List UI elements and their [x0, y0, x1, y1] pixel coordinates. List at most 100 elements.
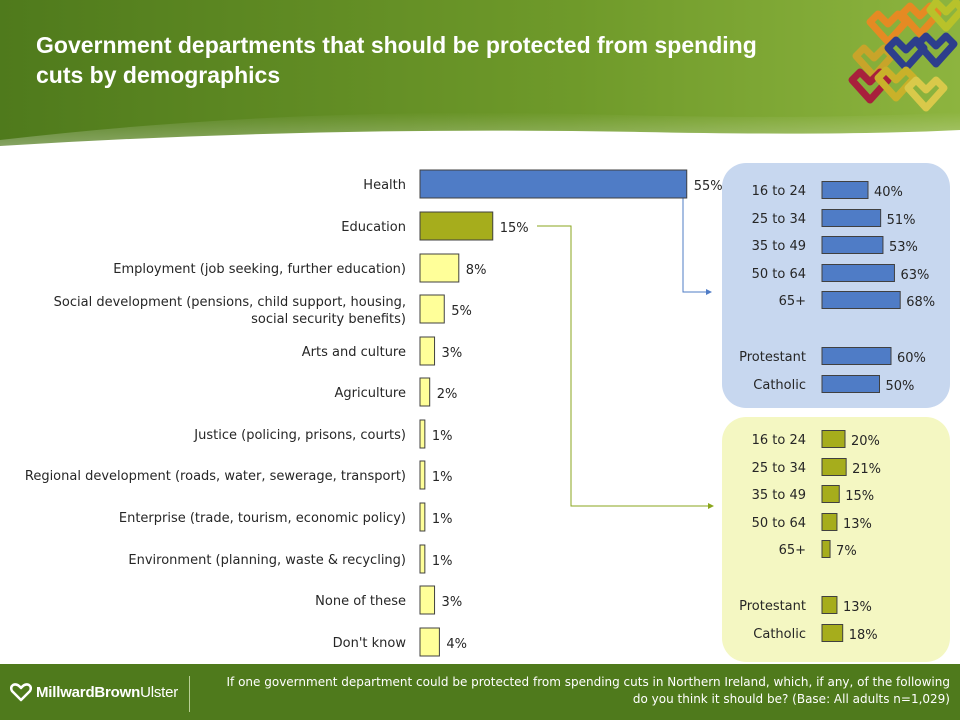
- bar-environment-planning-waste-recycling: [419, 544, 426, 574]
- health-bar-25-to-34: [821, 209, 882, 227]
- category-label-education: Education: [341, 220, 406, 235]
- education-value-35-to-49: 15%: [845, 489, 874, 504]
- health-bar-35-to-49: [821, 236, 884, 254]
- education-label-protestant: Protestant: [739, 599, 806, 614]
- value-label-regional-development-roads-water-sewerage-transport: 1%: [432, 470, 453, 485]
- category-label-agriculture: Agriculture: [335, 386, 407, 401]
- value-label-agriculture: 2%: [437, 387, 458, 402]
- health-connector-line: [682, 190, 706, 293]
- heart-navy-icon-2: [914, 32, 958, 68]
- health-bar-protestant: [821, 347, 892, 365]
- education-bar-35-to-49: [821, 485, 840, 503]
- hearts-logo: [848, 0, 960, 112]
- education-bar-catholic: [821, 624, 844, 642]
- health-label-50-to-64: 50 to 64: [752, 267, 806, 282]
- health-value-16-to-24: 40%: [874, 185, 903, 200]
- heart-yellow-icon: [904, 76, 948, 112]
- health-label-25-to-34: 25 to 34: [752, 212, 806, 227]
- bar-agriculture: [419, 377, 431, 407]
- bar-health: [419, 169, 688, 199]
- education-value-protestant: 13%: [843, 600, 872, 615]
- health-bar-16-to-24: [821, 181, 869, 199]
- bar-education: [419, 211, 494, 241]
- health-bar-50-to-64: [821, 264, 895, 282]
- education-value-catholic: 18%: [849, 628, 878, 643]
- brand-heart-icon: [10, 683, 32, 702]
- bar-arts-and-culture: [419, 336, 436, 366]
- brand-name: MillwardBrownUlster: [36, 684, 178, 701]
- value-label-environment-planning-waste-recycling: 1%: [432, 554, 453, 569]
- health-label-65: 65+: [779, 294, 806, 309]
- bar-social-development-pensions-child-support-housing-social-security-benefits: [419, 294, 445, 324]
- question-footnote: If one government department could be pr…: [226, 675, 950, 706]
- category-label-arts-and-culture: Arts and culture: [302, 345, 406, 360]
- education-label-16-to-24: 16 to 24: [752, 433, 806, 448]
- heart-lime-icon: [926, 0, 960, 32]
- health-value-35-to-49: 53%: [889, 240, 918, 255]
- education-breakdown-chart: 16 to 24 20% 25 to 34 21% 35 to 49 15% 50 to 6…: [739, 430, 881, 643]
- education-bar-50-to-64: [821, 513, 838, 531]
- value-label-education: 15%: [500, 221, 529, 236]
- heart-orange-icon: [866, 10, 910, 46]
- health-label-catholic: Catholic: [753, 378, 806, 393]
- bar-don-t-know: [419, 627, 440, 657]
- bar-justice-policing-prisons-courts: [419, 419, 426, 449]
- health-value-50-to-64: 63%: [900, 268, 929, 283]
- health-label-protestant: Protestant: [739, 350, 806, 365]
- education-label-65: 65+: [779, 543, 806, 558]
- footer: MillwardBrownUlster If one government de…: [0, 664, 960, 720]
- health-value-25-to-34: 51%: [887, 213, 916, 228]
- bar-enterprise-trade-tourism-economic-policy: [419, 502, 426, 532]
- page-title: Government departments that should be pr…: [36, 32, 757, 88]
- category-label-enterprise-trade-tourism-economic-policy: Enterprise (trade, tourism, economic pol…: [119, 511, 406, 526]
- education-connector-line: [537, 225, 708, 507]
- education-bar-25-to-34: [821, 458, 847, 476]
- health-connector-arrow: [706, 289, 712, 295]
- health-label-35-to-49: 35 to 49: [752, 239, 806, 254]
- health-bar-65: [821, 291, 901, 309]
- brand-sub: Ulster: [140, 683, 179, 701]
- education-value-25-to-34: 21%: [852, 462, 881, 477]
- category-label-environment-planning-waste-recycling: Environment (planning, waste & recycling…: [128, 553, 406, 568]
- category-label-justice-policing-prisons-courts: Justice (policing, prisons, courts): [193, 428, 406, 443]
- value-label-health: 55%: [694, 179, 723, 194]
- heart-red-icon: [848, 68, 892, 104]
- bar-regional-development-roads-water-sewerage-transport: [419, 460, 426, 490]
- value-label-none-of-these: 3%: [442, 595, 463, 610]
- footer-divider: [189, 676, 190, 712]
- education-value-16-to-24: 20%: [851, 434, 880, 449]
- education-connector-arrow: [708, 503, 714, 509]
- value-label-enterprise-trade-tourism-economic-policy: 1%: [432, 512, 453, 527]
- bar-none-of-these: [419, 585, 436, 615]
- category-label-don-t-know: Don't know: [333, 636, 407, 651]
- health-breakdown-panel: [722, 163, 950, 408]
- category-label-health: Health: [363, 178, 406, 193]
- connector-lines: [537, 190, 714, 509]
- education-label-50-to-64: 50 to 64: [752, 516, 806, 531]
- value-label-employment-job-seeking-further-education: 8%: [466, 263, 487, 278]
- education-bar-protestant: [821, 596, 838, 614]
- brand-logo: MillwardBrownUlster: [10, 682, 178, 702]
- header-banner: Government departments that should be pr…: [0, 0, 960, 150]
- value-label-don-t-know: 4%: [446, 637, 467, 652]
- education-breakdown-panel: [722, 417, 950, 662]
- health-value-protestant: 60%: [897, 351, 926, 366]
- main-bar-chart: Health 55% Education 15% Employment (job see…: [25, 169, 723, 657]
- education-bar-65: [821, 540, 831, 558]
- health-label-16-to-24: 16 to 24: [752, 184, 806, 199]
- health-bar-catholic: [821, 375, 880, 393]
- category-label-none-of-these: None of these: [315, 594, 406, 609]
- value-label-arts-and-culture: 3%: [442, 346, 463, 361]
- education-label-35-to-49: 35 to 49: [752, 488, 806, 503]
- health-value-catholic: 50%: [886, 379, 915, 394]
- category-label-regional-development-roads-water-sewerage-transport: Regional development (roads, water, sewe…: [25, 469, 406, 484]
- education-value-50-to-64: 13%: [843, 517, 872, 532]
- education-label-25-to-34: 25 to 34: [752, 461, 806, 476]
- chart-area: Health 55% Education 15% Employment (job see…: [25, 163, 950, 662]
- education-value-65: 7%: [836, 544, 857, 559]
- bar-employment-job-seeking-further-education: [419, 253, 460, 283]
- health-breakdown-chart: 16 to 24 40% 25 to 34 51% 35 to 49 53% 50 to 6…: [739, 181, 935, 394]
- value-label-social-development-pensions-child-support-housing-social-security-benefits: 5%: [451, 304, 472, 319]
- header-background: [0, 0, 960, 150]
- category-label-employment-job-seeking-further-education: Employment (job seeking, further educati…: [113, 262, 406, 277]
